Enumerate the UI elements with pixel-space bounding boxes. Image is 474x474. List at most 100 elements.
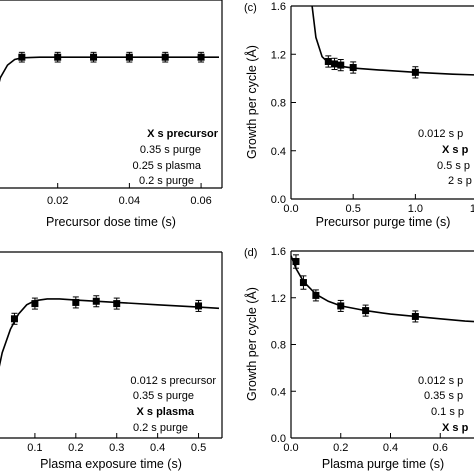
y-tick-label: 0.0 bbox=[271, 194, 286, 206]
x-tick-label: 0.06 bbox=[190, 195, 211, 207]
data-marker bbox=[10, 315, 18, 323]
x-tick-label: 0.5 bbox=[191, 442, 206, 454]
data-marker bbox=[337, 302, 345, 310]
y-tick-label: 0.0 bbox=[271, 433, 286, 445]
fit-curve bbox=[311, 5, 474, 76]
x-tick-label: 0.2 bbox=[333, 442, 348, 454]
y-tick-labels: 0.0 0.4 0.8 1.2 1.6 bbox=[271, 1, 286, 206]
data-point bbox=[337, 58, 345, 72]
panel-a: 0.000.020.040.06 Precursor dose time (s)… bbox=[0, 0, 223, 229]
y-tick-label: 1.6 bbox=[271, 246, 286, 258]
data-point bbox=[197, 51, 205, 63]
x-tick-label: 0.02 bbox=[47, 195, 68, 207]
fit-curve bbox=[290, 255, 474, 323]
x-tick-labels: 0.000.020.040.06 bbox=[47, 195, 212, 207]
y-ticks bbox=[291, 5, 296, 200]
data-point bbox=[411, 66, 419, 79]
data-point bbox=[312, 289, 320, 302]
annotation-line-4: X s p bbox=[442, 422, 469, 434]
data-marker bbox=[18, 53, 26, 61]
data-marker bbox=[125, 53, 133, 61]
data-marker bbox=[337, 61, 345, 69]
x-tick-label: 0.3 bbox=[109, 442, 124, 454]
x-tick-label: 0.6 bbox=[433, 442, 448, 454]
x-tick-label: 0.5 bbox=[346, 203, 361, 215]
annotation-line-2: 0.35 s purge bbox=[133, 390, 194, 402]
panel-b: 0.1 0.2 0.3 0.4 0.5 Plasma exposure time (s)… bbox=[0, 251, 223, 471]
y-tick-labels: 0.0 0.4 0.8 1.2 1.6 bbox=[271, 246, 286, 445]
data-marker bbox=[113, 300, 121, 308]
x-tick-label: 0.4 bbox=[383, 442, 398, 454]
x-tick-label: 0.4 bbox=[150, 442, 165, 454]
data-point bbox=[125, 51, 133, 63]
data-markers bbox=[10, 295, 203, 325]
data-point bbox=[18, 51, 26, 63]
annotation-line-2: 0.35 s p bbox=[424, 390, 463, 402]
annotation-line-3: 0.1 s p bbox=[431, 406, 464, 418]
y-axis-title: Growth per cycle (Å) bbox=[244, 287, 259, 401]
x-ticks bbox=[290, 433, 441, 438]
data-point bbox=[362, 304, 370, 317]
data-marker bbox=[362, 307, 370, 315]
y-tick-label: 0.8 bbox=[271, 340, 286, 352]
annotation-line-4: 2 s p bbox=[448, 175, 472, 187]
annotation-line-3: 0.5 s p bbox=[437, 160, 470, 172]
data-markers bbox=[292, 254, 419, 323]
fit-curve bbox=[0, 298, 220, 367]
data-point bbox=[113, 297, 121, 310]
data-point bbox=[349, 61, 357, 74]
annotation-line-1: 0.012 s p bbox=[418, 128, 463, 140]
data-marker bbox=[197, 53, 205, 61]
y-tick-label: 0.4 bbox=[271, 146, 286, 158]
data-marker bbox=[411, 312, 419, 320]
data-markers bbox=[18, 51, 205, 63]
data-point bbox=[72, 296, 80, 309]
data-point bbox=[161, 51, 169, 63]
annotation-line-2: 0.35 s purge bbox=[140, 144, 201, 156]
y-tick-label: 1.2 bbox=[271, 293, 286, 305]
data-marker bbox=[331, 60, 339, 68]
y-tick-label: 1.6 bbox=[271, 1, 286, 13]
data-point bbox=[195, 299, 203, 312]
data-marker bbox=[349, 64, 357, 72]
y-axis-title: Growth per cycle (Å) bbox=[244, 45, 259, 159]
x-tick-labels: 0.0 0.5 1.0 1.5 bbox=[283, 203, 474, 215]
x-ticks bbox=[57, 183, 202, 188]
y-tick-label: 0.4 bbox=[271, 386, 286, 398]
x-tick-label: 0.1 bbox=[27, 442, 42, 454]
data-marker bbox=[54, 53, 62, 61]
y-tick-label: 0.8 bbox=[271, 98, 286, 110]
annotation-line-1: 0.012 s precursor bbox=[130, 375, 216, 387]
x-axis-title: Precursor purge time (s) bbox=[316, 215, 451, 229]
x-tick-label: 0.0 bbox=[283, 203, 298, 215]
x-tick-label: 0.0 bbox=[283, 442, 298, 454]
annotation-line-4: 0.2 s purge bbox=[139, 175, 194, 187]
x-ticks bbox=[290, 194, 416, 199]
data-point bbox=[324, 55, 332, 68]
data-marker bbox=[31, 300, 39, 308]
annotation-line-3: X s plasma bbox=[137, 406, 195, 418]
data-point bbox=[10, 312, 18, 325]
data-markers bbox=[324, 55, 419, 79]
x-ticks bbox=[34, 433, 200, 438]
annotation-line-3: 0.25 s plasma bbox=[133, 160, 202, 172]
data-point bbox=[292, 254, 300, 269]
data-marker bbox=[411, 68, 419, 76]
data-point bbox=[90, 51, 98, 63]
annotation-line-1: X s precursor bbox=[147, 128, 219, 140]
data-point bbox=[411, 310, 419, 323]
panel-d: (d) 0.0 0.2 0.4 0.6 0.0 0.4 0.8 1.2 1.6 Growth … bbox=[244, 246, 474, 471]
annotation-line-2: X s p bbox=[442, 144, 469, 156]
annotation-line-1: 0.012 s p bbox=[418, 375, 463, 387]
data-marker bbox=[299, 279, 307, 287]
x-tick-label: 0.2 bbox=[68, 442, 83, 454]
data-marker bbox=[92, 297, 100, 305]
data-marker bbox=[72, 298, 80, 306]
data-point bbox=[31, 297, 39, 310]
data-marker bbox=[312, 291, 320, 299]
x-tick-labels: 0.0 0.2 0.4 0.6 bbox=[283, 442, 448, 454]
x-axis-title: Plasma purge time (s) bbox=[322, 457, 444, 471]
x-tick-label: 0.04 bbox=[119, 195, 140, 207]
data-marker bbox=[161, 53, 169, 61]
